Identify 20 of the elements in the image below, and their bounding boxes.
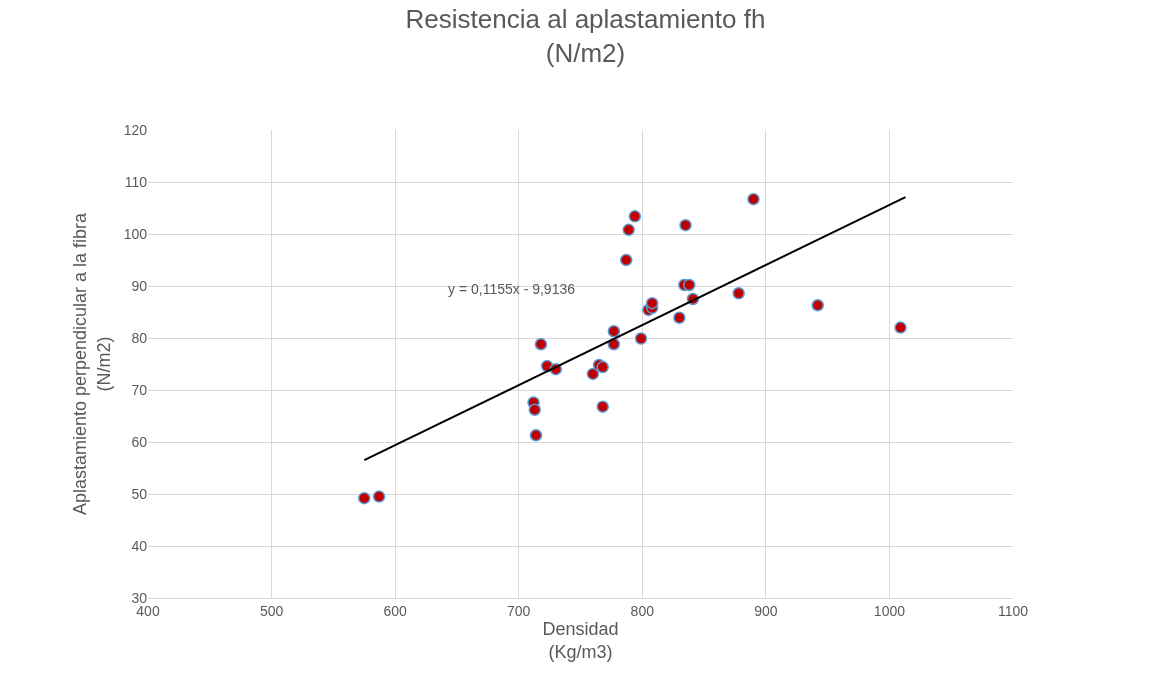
y-tick-label: 50 [131,485,148,502]
y-tick-label: 90 [131,277,148,294]
y-tick-label: 100 [123,225,148,242]
x-tick-label: 600 [383,602,408,619]
y-axis-title: Aplastamiento perpendicular a la fibra (N/m2) [70,211,114,516]
y-tick-label: 40 [131,537,148,554]
annotation: y = 0,1155x - 9,9136 [448,281,576,297]
y-tick-label: 80 [131,329,148,346]
x-tick-label: 700 [507,602,531,619]
y-tick-label: 120 [123,121,148,138]
x-tick-label: 900 [754,602,778,619]
y-tick-label: 60 [131,433,148,450]
x-tick-label: 1000 [873,602,906,619]
x-tick-label: 1100 [997,602,1029,619]
x-tick-label: 500 [259,602,284,619]
y-tick-label: 70 [131,381,148,398]
chart-title: Resistencia al aplastamiento fh (N/m2) [405,3,766,68]
y-tick-label: 110 [124,173,148,190]
x-axis-title: Densidad (Kg/m3) [542,618,619,663]
x-tick-label: 800 [630,602,655,619]
